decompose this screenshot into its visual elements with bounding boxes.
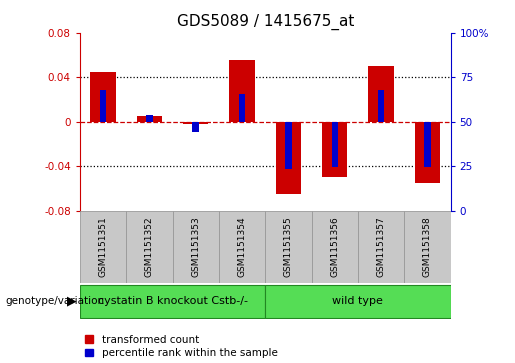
Bar xyxy=(126,211,173,283)
Bar xyxy=(193,122,199,132)
Title: GDS5089 / 1415675_at: GDS5089 / 1415675_at xyxy=(177,14,354,30)
Bar xyxy=(276,122,301,194)
Legend: transformed count, percentile rank within the sample: transformed count, percentile rank withi… xyxy=(85,335,278,358)
Bar xyxy=(80,211,126,283)
Text: wild type: wild type xyxy=(333,296,383,306)
Text: ▶: ▶ xyxy=(66,295,76,308)
Bar xyxy=(265,285,451,318)
Bar xyxy=(368,66,394,122)
Bar xyxy=(173,211,219,283)
Bar xyxy=(100,90,106,122)
Text: GSM1151351: GSM1151351 xyxy=(98,216,108,277)
Bar xyxy=(312,211,358,283)
Bar xyxy=(415,122,440,183)
Text: GSM1151353: GSM1151353 xyxy=(191,216,200,277)
Bar xyxy=(219,211,265,283)
Bar xyxy=(424,122,431,167)
Text: GSM1151357: GSM1151357 xyxy=(376,216,386,277)
Text: genotype/variation: genotype/variation xyxy=(5,296,104,306)
Text: GSM1151356: GSM1151356 xyxy=(330,216,339,277)
Bar xyxy=(136,116,162,122)
Bar xyxy=(285,122,291,170)
Bar xyxy=(265,211,312,283)
Bar xyxy=(358,211,404,283)
Bar xyxy=(183,122,209,124)
Bar xyxy=(229,61,255,122)
Text: GSM1151358: GSM1151358 xyxy=(423,216,432,277)
Bar xyxy=(378,90,384,122)
Text: GSM1151352: GSM1151352 xyxy=(145,216,154,277)
Bar xyxy=(322,122,348,177)
Text: GSM1151355: GSM1151355 xyxy=(284,216,293,277)
Text: GSM1151354: GSM1151354 xyxy=(237,216,247,277)
Bar xyxy=(90,72,116,122)
Bar xyxy=(404,211,451,283)
Text: cystatin B knockout Cstb-/-: cystatin B knockout Cstb-/- xyxy=(97,296,248,306)
Bar xyxy=(80,285,265,318)
Bar xyxy=(332,122,338,167)
Bar xyxy=(239,94,245,122)
Bar xyxy=(146,115,152,122)
